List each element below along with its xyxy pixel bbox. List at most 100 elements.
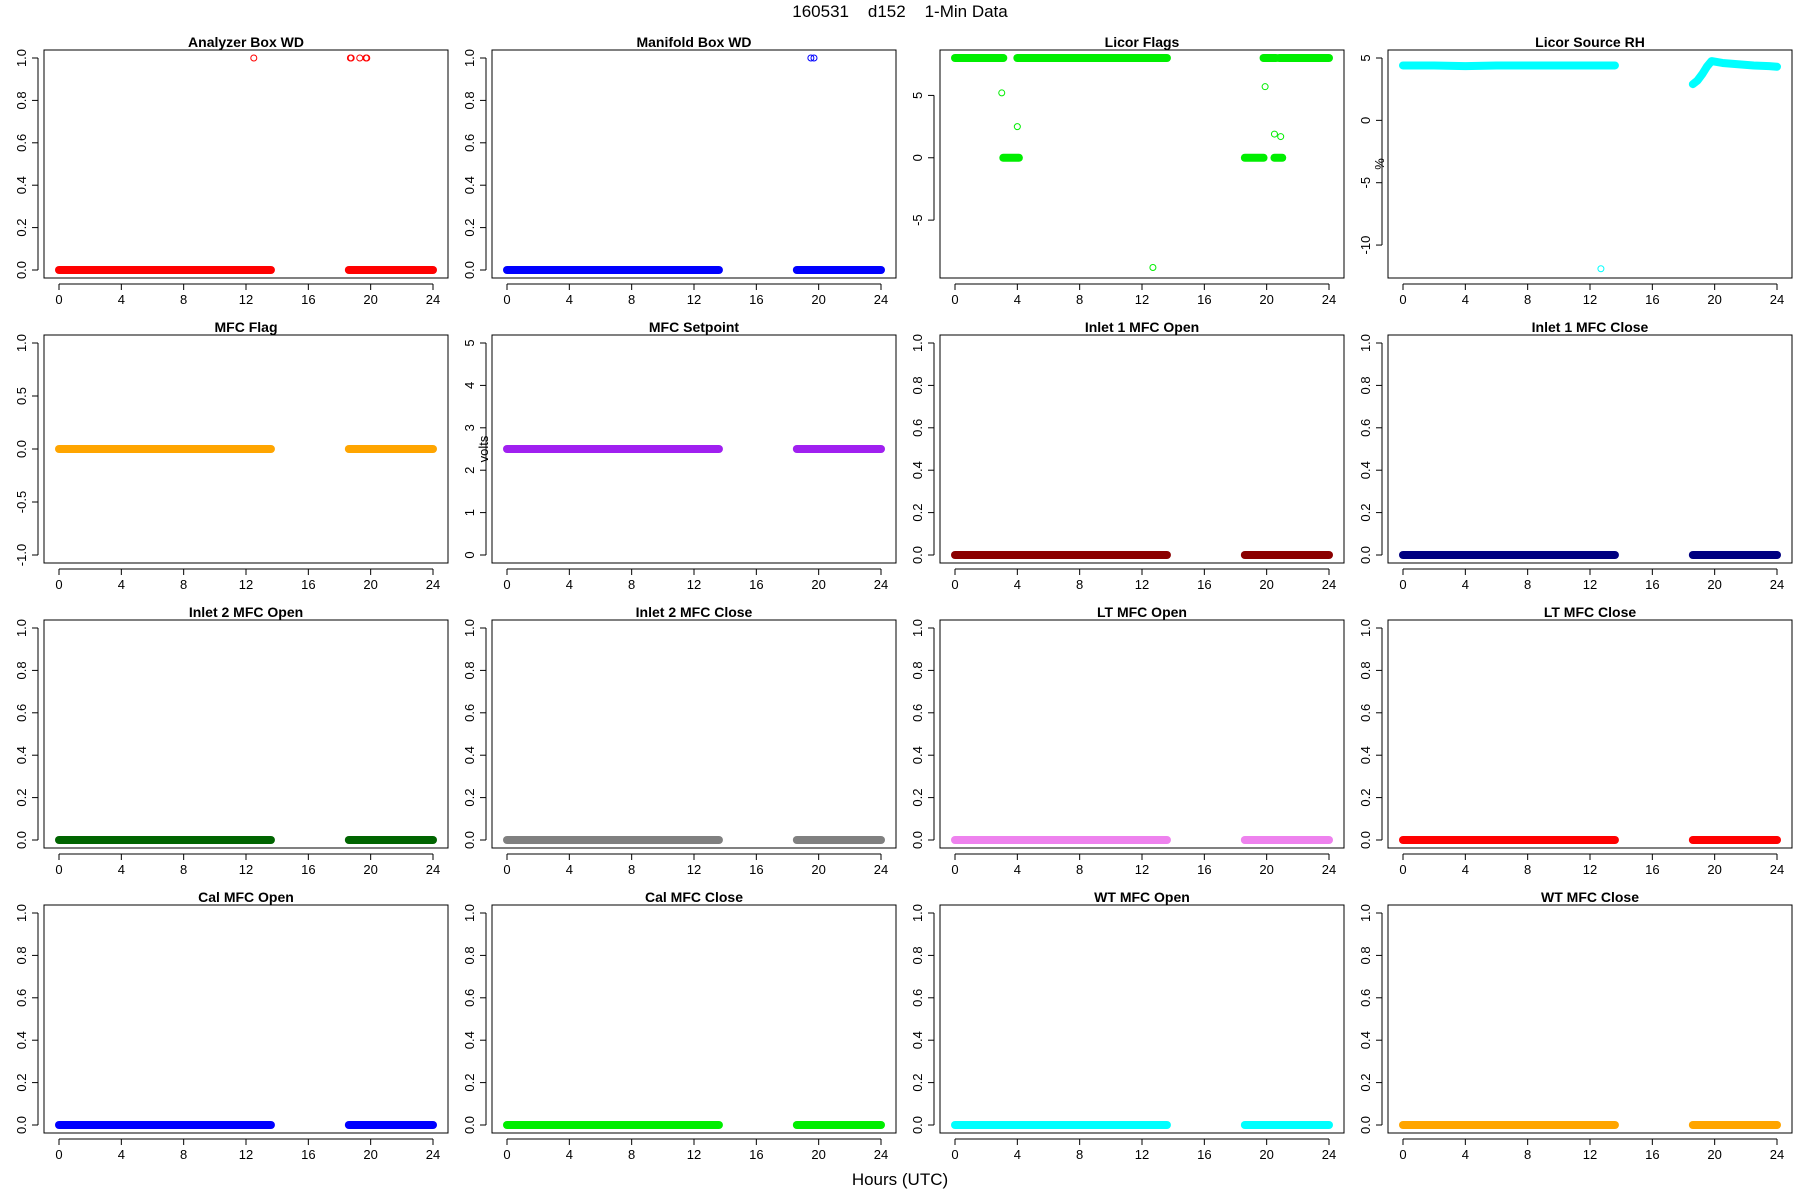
y-tick-label: 0.6 [462,989,477,1007]
data-point [810,54,818,62]
y-tick-label: 0.0 [462,1116,477,1134]
x-tick-label: 12 [1135,1147,1149,1162]
y-tick-label: 0.6 [910,704,925,722]
y-tick-label: 0.6 [910,419,925,437]
y-tick-label: 0.4 [1358,1031,1373,1049]
plot-panel: Cal MFC Close 0 4 8 12 16 20 24 0.0 0.2 0.4 0.6 0.8 1… [462,889,897,1162]
plot-frame [1387,619,1793,849]
x-tick-label: 24 [874,1147,888,1162]
data-point [347,54,355,62]
x-tick-label: 12 [1583,292,1597,307]
y-tick-label: 5 [462,339,477,346]
x-tick-label: 4 [1462,862,1469,877]
y-axis-label: % [1372,158,1387,170]
x-tick-label: 4 [118,862,125,877]
y-tick-label: 0.2 [462,1074,477,1092]
y-tick-label: 0 [910,154,925,161]
plot-title: MFC Flag [215,319,278,335]
x-tick-label: 20 [811,292,825,307]
plot-frame [1387,904,1793,1134]
x-tick-label: 24 [1770,862,1784,877]
y-tick-label: 0.4 [910,746,925,764]
x-tick-label: 16 [1645,1147,1659,1162]
y-tick-label: 0.2 [910,504,925,522]
y-tick-label: 0.0 [1358,1116,1373,1134]
x-tick-label: 8 [628,862,635,877]
data-point [1277,133,1285,141]
x-tick-label: 0 [1399,1147,1406,1162]
x-tick-label: 16 [749,1147,763,1162]
plot-panel: Licor Flags 0 4 8 12 16 20 24 -5 0 5 [910,34,1345,307]
plot-panel: Cal MFC Open 0 4 8 12 16 20 24 0.0 0.2 0.4 0.6 0.8 1.… [14,889,449,1162]
x-tick-label: 12 [687,292,701,307]
x-tick-label: 4 [1014,862,1021,877]
plot-frame [43,334,449,564]
x-tick-label: 0 [55,1147,62,1162]
y-tick-label: 0.0 [14,831,29,849]
x-tick-label: 24 [1322,292,1336,307]
plot-title: Licor Source RH [1535,34,1645,50]
x-tick-label: 16 [1197,1147,1211,1162]
y-tick-label: 0.4 [1358,461,1373,479]
x-tick-label: 8 [1524,1147,1531,1162]
x-tick-label: 24 [874,292,888,307]
y-tick-label: 0.0 [1358,831,1373,849]
data-series-line [1688,57,1781,89]
y-tick-label: 5 [910,92,925,99]
plot-title: LT MFC Open [1097,604,1187,620]
x-tick-label: 12 [687,577,701,592]
y-tick-label: 5 [1358,54,1373,61]
x-tick-label: 24 [426,1147,440,1162]
y-tick-label: 1.0 [14,334,29,352]
y-tick-label: -1.0 [14,544,29,566]
y-tick-label: -5 [1358,177,1373,189]
x-tick-label: 4 [1014,1147,1021,1162]
y-tick-label: 0.4 [462,1031,477,1049]
y-tick-label: 0.4 [910,461,925,479]
plot-panel: LT MFC Close 0 4 8 12 16 20 24 0.0 0.2 0.4 0.6 0.8 1.… [1358,604,1793,877]
y-tick-label: 0.6 [14,989,29,1007]
y-tick-label: 1.0 [910,619,925,637]
x-tick-label: 20 [811,862,825,877]
y-tick-label: 0.6 [1358,989,1373,1007]
plot-title: WT MFC Close [1541,889,1639,905]
x-tick-label: 12 [239,292,253,307]
y-tick-label: 2 [462,467,477,474]
x-tick-label: 0 [503,577,510,592]
y-tick-label: 0.2 [1358,1074,1373,1092]
x-tick-label: 16 [749,577,763,592]
plot-title: Inlet 1 MFC Open [1085,319,1199,335]
y-tick-label: 0.0 [462,831,477,849]
x-tick-label: 12 [687,862,701,877]
x-tick-label: 4 [118,1147,125,1162]
x-tick-label: 8 [628,577,635,592]
x-tick-label: 8 [1076,292,1083,307]
y-tick-label: 0.2 [14,789,29,807]
x-tick-label: 0 [1399,862,1406,877]
data-point [1149,264,1157,272]
y-tick-label: 4 [462,382,477,389]
x-tick-label: 24 [426,577,440,592]
x-tick-label: 12 [239,577,253,592]
y-tick-label: 1.0 [1358,334,1373,352]
x-tick-label: 24 [1770,577,1784,592]
y-tick-label: 0.2 [462,789,477,807]
y-tick-label: 0.8 [14,91,29,109]
x-tick-label: 20 [1707,577,1721,592]
plot-panel: Inlet 2 MFC Open 0 4 8 12 16 20 24 0.0 0.2 0.4 0.6 0… [14,604,449,877]
y-tick-label: 0.6 [1358,704,1373,722]
plot-panel: Analyzer Box WD 0 4 8 12 16 20 24 0.0 0.2 0.4 0.6 0.… [14,34,449,307]
x-tick-label: 8 [1076,862,1083,877]
x-tick-label: 4 [566,292,573,307]
x-tick-label: 24 [426,862,440,877]
y-tick-label: 0.6 [910,989,925,1007]
x-tick-label: 12 [1135,577,1149,592]
x-tick-label: 0 [951,862,958,877]
y-tick-label: 0.2 [910,1074,925,1092]
data-point [998,89,1006,97]
x-tick-label: 20 [363,862,377,877]
plot-frame [939,904,1345,1134]
y-tick-label: 0.0 [14,440,29,458]
y-tick-label: 0.6 [1358,419,1373,437]
